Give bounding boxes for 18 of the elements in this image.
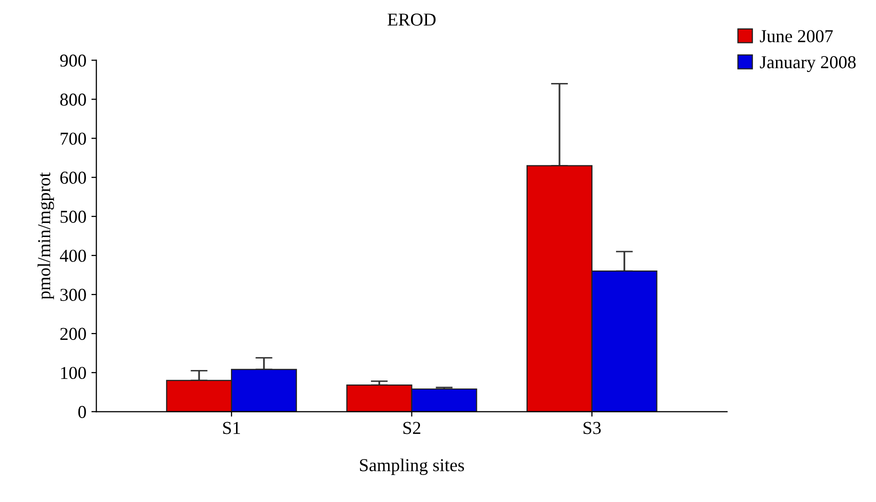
y-tick-label: 0 xyxy=(78,406,86,418)
y-tick-label: 900 xyxy=(60,54,86,67)
legend-label: January 2008 xyxy=(760,56,856,72)
legend-label: June 2007 xyxy=(760,30,833,42)
y-tick-label: 100 xyxy=(61,366,86,380)
y-tick-label: 200 xyxy=(60,328,86,340)
x-tick-label: S1 xyxy=(223,422,240,434)
x-tick-label: S3 xyxy=(584,422,601,434)
y-tick-label: 800 xyxy=(60,94,86,106)
x-axis-title: Sampling sites xyxy=(360,458,464,475)
chart-title: EROD xyxy=(388,14,436,26)
y-tick-label: 400 xyxy=(60,250,86,262)
y-tick-label: 500 xyxy=(60,210,86,223)
x-tick-label: S2 xyxy=(403,422,420,434)
y-axis-title: pmol/min/mgprot xyxy=(38,172,54,300)
y-tick-label: 700 xyxy=(60,132,86,145)
y-tick-label: 300 xyxy=(60,288,86,301)
y-tick-label: 600 xyxy=(60,172,86,184)
